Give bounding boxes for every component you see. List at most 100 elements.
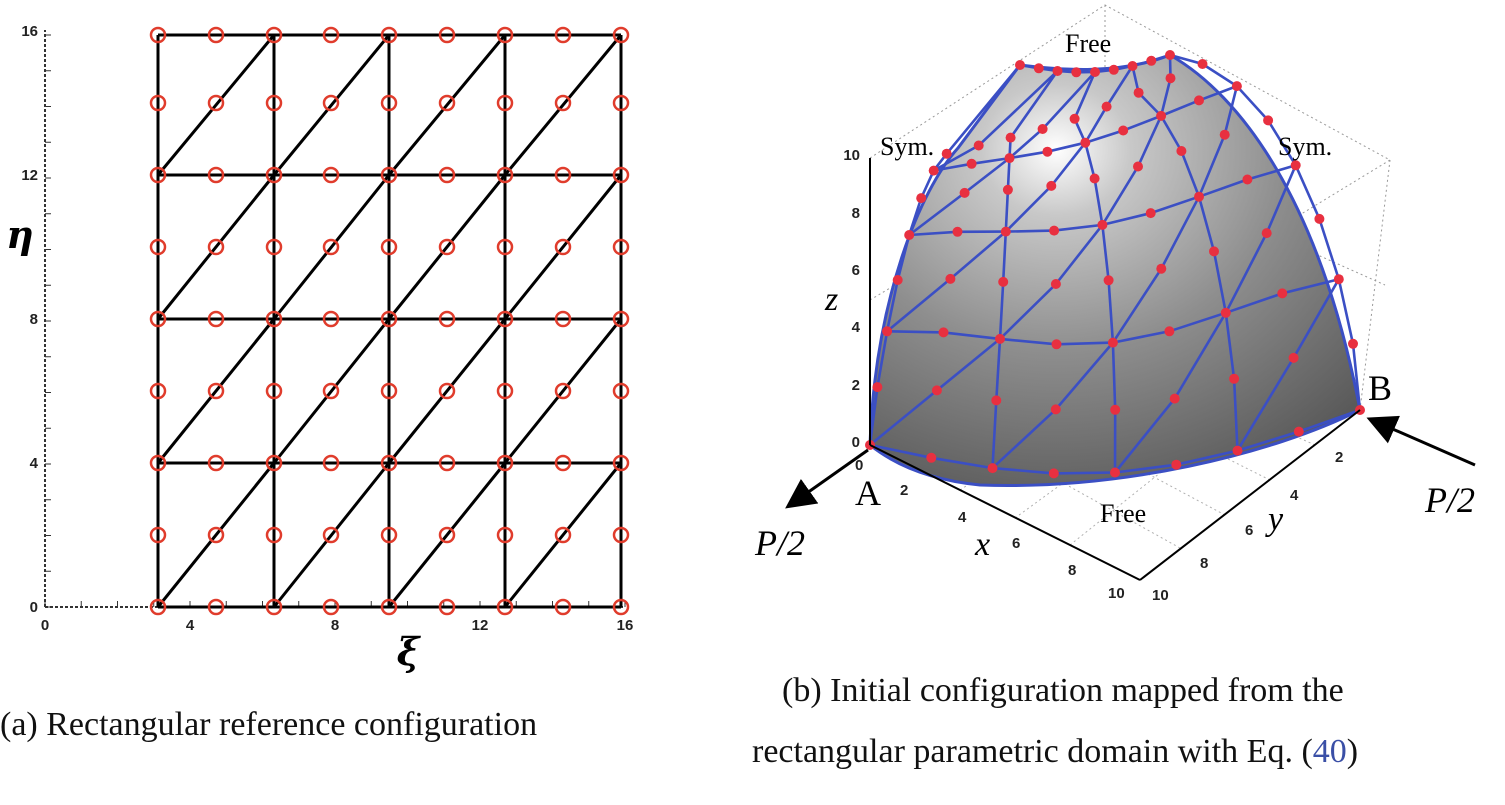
mesh-node <box>496 26 514 44</box>
mesh-node <box>496 382 514 400</box>
mesh-node <box>612 26 630 44</box>
surface-node <box>872 382 883 393</box>
z-tick-8: 8 <box>852 205 860 222</box>
surface-node <box>1133 87 1144 98</box>
mesh-node <box>322 598 340 616</box>
mesh-node <box>380 310 398 328</box>
mesh-node <box>265 310 283 328</box>
mesh-node <box>496 166 514 184</box>
caption-a: (a) Rectangular reference configuration <box>0 706 538 743</box>
equation-link[interactable]: 40 <box>1312 733 1347 770</box>
mesh-node <box>265 166 283 184</box>
x-tick-0: 0 <box>41 617 49 634</box>
mesh-node <box>438 26 456 44</box>
panel-a: 0 4 8 12 16 0 4 8 12 16 ξ η (a) Rectangu… <box>0 0 680 805</box>
mesh-node <box>554 526 572 544</box>
mesh-node <box>207 454 225 472</box>
mesh-node <box>322 26 340 44</box>
surface-node <box>1348 338 1358 349</box>
surface-node <box>1197 59 1208 69</box>
mesh-node <box>380 26 398 44</box>
x-axis-label: ξ <box>397 629 422 674</box>
x-axis-label: x <box>974 526 990 563</box>
mesh-node <box>149 598 167 616</box>
surface-node <box>1051 339 1062 350</box>
mesh-edge-diagonal <box>156 462 276 608</box>
point-b-label: B <box>1368 368 1392 408</box>
surface-node <box>1127 61 1138 71</box>
mesh-node <box>496 310 514 328</box>
mesh-node <box>265 238 283 256</box>
mesh-node <box>207 94 225 112</box>
mesh-edge-diagonal <box>272 462 391 608</box>
caption-b-line2: rectangular parametric domain with Eq. (… <box>752 733 1358 771</box>
z-axis-label: z <box>824 281 838 318</box>
surface-node <box>1171 459 1182 470</box>
mesh-node <box>207 166 225 184</box>
y-tick-2: 2 <box>1335 449 1343 466</box>
mesh-node <box>612 526 630 544</box>
mesh-node <box>438 382 456 400</box>
x-tick-16: 16 <box>617 617 634 634</box>
surface-node <box>1069 113 1080 124</box>
surface-node <box>1261 228 1272 239</box>
mesh-node <box>322 310 340 328</box>
surface-node <box>1005 132 1016 143</box>
surface-node <box>1033 63 1044 74</box>
z-tick-2: 2 <box>852 377 860 394</box>
surface-node <box>1194 95 1204 106</box>
mesh-node <box>149 310 167 328</box>
surface-node <box>941 148 952 159</box>
surface-node <box>1080 137 1091 148</box>
mesh-node <box>438 94 456 112</box>
surface-node <box>1050 404 1061 415</box>
mesh-edge-diagonal <box>156 174 276 320</box>
label-free-top: Free <box>1065 29 1111 58</box>
mesh-node <box>149 382 167 400</box>
x-tick-4: 4 <box>186 617 195 634</box>
surface-node <box>1242 174 1253 185</box>
mesh-edge-diagonal <box>272 34 391 176</box>
mesh-node <box>265 94 283 112</box>
surface-node <box>1165 50 1175 60</box>
mesh-node <box>322 526 340 544</box>
surface-node <box>1229 373 1240 384</box>
surface-node <box>1000 226 1011 237</box>
mesh-edge-diagonal <box>503 34 623 176</box>
mesh-node <box>207 238 225 256</box>
surface-node <box>1277 288 1288 299</box>
y-axis <box>1139 409 1361 581</box>
surface-node <box>1108 64 1119 75</box>
z-tick-0: 0 <box>852 434 860 451</box>
surface-node <box>1090 67 1100 77</box>
mesh-node <box>554 238 572 256</box>
mesh-edge-diagonal <box>503 462 623 608</box>
mesh-node <box>554 166 572 184</box>
mesh-node <box>438 166 456 184</box>
mesh-node <box>496 598 514 616</box>
surface-node <box>1169 393 1180 404</box>
axis-ticks <box>44 34 626 608</box>
mesh-node <box>612 94 630 112</box>
mesh-edge-diagonal <box>156 318 276 464</box>
surface-node <box>1156 263 1167 274</box>
mesh-edge-diagonal <box>503 318 623 464</box>
surface-node <box>892 275 903 285</box>
surface-node <box>1314 213 1325 224</box>
mesh-edge-diagonal <box>503 174 623 320</box>
surface-node <box>987 463 998 474</box>
load-arrow-a <box>785 448 869 509</box>
surface-node <box>1107 337 1118 348</box>
triangular-mesh <box>156 33 623 609</box>
y-tick-8: 8 <box>30 311 38 328</box>
point-a-label: A <box>855 473 881 513</box>
mesh-node <box>612 382 630 400</box>
mesh-node <box>322 238 340 256</box>
mesh-node <box>149 166 167 184</box>
y-axis-label: y <box>1265 501 1284 538</box>
surface-node <box>928 165 939 176</box>
caption-b-text: rectangular parametric domain with Eq. ( <box>752 733 1313 770</box>
mesh-node <box>554 382 572 400</box>
surface-node <box>1176 146 1187 156</box>
mesh-node <box>612 310 630 328</box>
